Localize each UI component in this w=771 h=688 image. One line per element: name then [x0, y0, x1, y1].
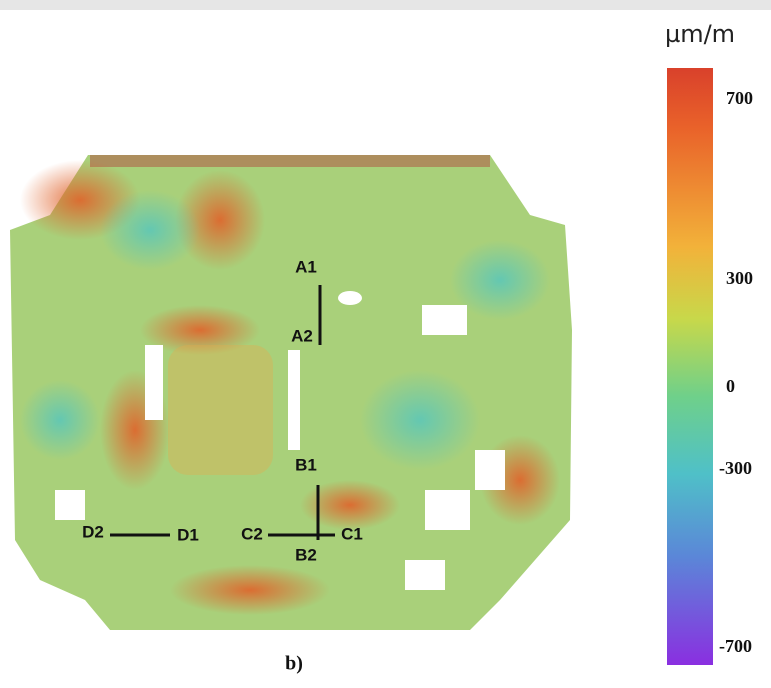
colorbar-tick-label: 300 [726, 268, 753, 288]
point-label: D2 [82, 522, 104, 541]
point-label: B1 [295, 455, 317, 474]
point-label: C2 [241, 524, 263, 543]
point-label: D1 [177, 525, 199, 544]
top-bar [0, 0, 771, 10]
unit-label: µm/m [665, 20, 735, 48]
colorbar-tick-label: -300 [719, 458, 752, 478]
point-label: C1 [341, 524, 363, 543]
point-label: B2 [295, 545, 317, 564]
colorbar [667, 68, 713, 665]
strain-map [10, 155, 572, 630]
colorbar-tick-label: 0 [726, 376, 735, 396]
colorbar-ticks: 700 300 0 -300 -700 [719, 88, 753, 656]
panel-label: b) [285, 653, 303, 675]
profile-lines [110, 285, 335, 540]
colorbar-tick-label: 700 [726, 88, 753, 108]
point-label: A1 [295, 257, 317, 276]
point-label: A2 [291, 326, 313, 345]
colorbar-tick-label: -700 [719, 636, 752, 656]
